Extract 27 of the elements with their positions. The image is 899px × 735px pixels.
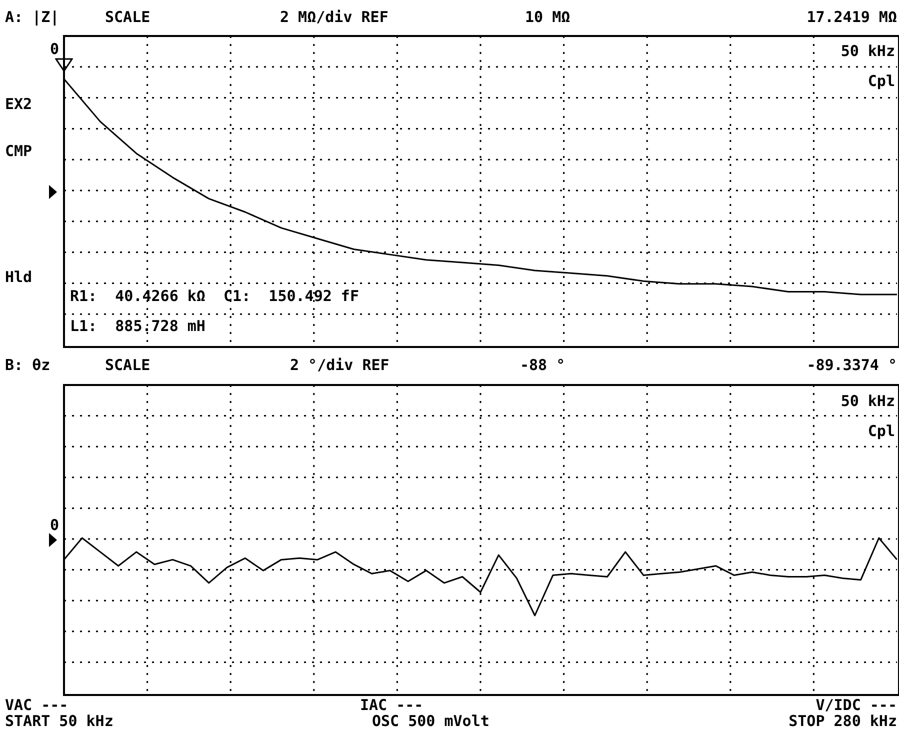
text: V/IDC --- [816,696,897,714]
text: B: θz [5,356,50,374]
text: A: |Z| [5,8,60,26]
annotation: Cpl [868,72,895,90]
text: VAC --- [5,696,68,714]
text: 2 MΩ/div REF [280,8,388,26]
text: IAC --- [360,696,424,714]
text: STOP 280 kHz [788,712,897,730]
text: EX2 [5,95,32,113]
text: 10 MΩ [525,8,570,26]
text: 50 kHz [840,42,895,60]
text: SCALE [105,8,150,26]
text: SCALE [105,356,150,374]
text: 17.2419 MΩ [806,8,897,26]
annotation: L1: 885.728 mH [70,317,206,335]
text: Cpl [868,422,895,440]
text: Hld [5,268,32,286]
text: -89.3374 ° [806,356,897,374]
text: 0 [50,516,60,534]
text: OSC 500 mVolt [372,712,490,730]
text: -88 ° [520,356,566,374]
text: 0 [50,40,60,58]
text: 50 kHz [840,392,895,410]
text: START 50 kHz [5,712,114,730]
annotation: R1: 40.4266 kΩ C1: 150.492 fF [70,287,359,305]
text: 2 °/div REF [290,356,390,374]
text: CMP [5,142,32,160]
